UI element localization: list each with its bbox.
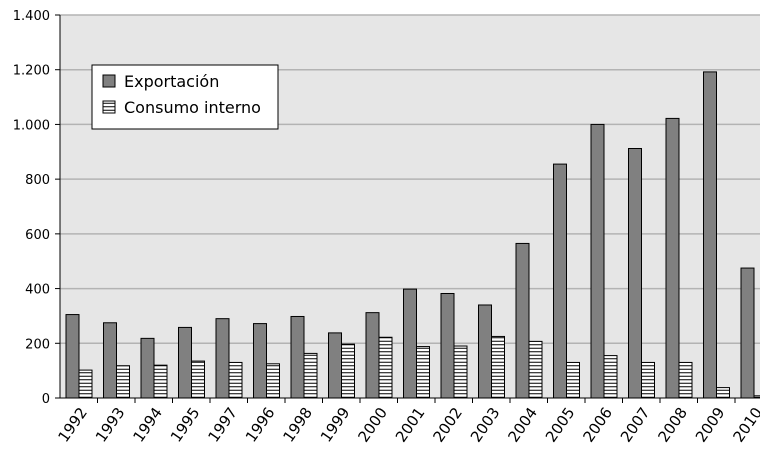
bar-consumo-interno	[641, 361, 655, 399]
bar-consumo-interno	[153, 364, 168, 399]
x-tick-label: 1998	[279, 404, 316, 446]
bar-consumo-interno	[753, 395, 760, 399]
x-tick-label: 2009	[692, 404, 729, 446]
y-tick-label: 600	[25, 228, 50, 243]
legend-swatch-consumo-interno	[102, 100, 116, 114]
bar-consumo-interno	[228, 361, 243, 399]
y-tick-label: 1.200	[13, 64, 50, 79]
bar-consumo-interno	[716, 387, 730, 399]
bar-exportacion	[103, 322, 117, 399]
x-tick-label: 2001	[392, 404, 429, 446]
bar-consumo-interno	[266, 363, 280, 399]
x-tick-label: 2000	[354, 404, 391, 446]
bar-exportacion	[740, 267, 755, 399]
y-tick-label: 0	[42, 392, 50, 407]
x-tick-label: 2007	[617, 404, 654, 446]
y-tick-label: 800	[25, 173, 50, 188]
x-tick-label: 1994	[129, 404, 166, 446]
bar-consumo-interno	[678, 361, 693, 399]
bar-consumo-interno	[528, 340, 543, 399]
bar-consumo-interno	[491, 335, 505, 399]
x-tick-label: 1995	[167, 404, 204, 446]
bar-consumo-interno	[341, 343, 355, 399]
bar-exportacion	[665, 117, 680, 399]
bar-exportacion	[178, 326, 192, 399]
legend: Exportación Consumo interno	[91, 64, 279, 130]
x-tick-label: 1992	[54, 404, 91, 446]
legend-box	[91, 64, 279, 130]
y-tick-label: 1.400	[13, 9, 50, 24]
y-tick-label: 400	[25, 283, 50, 298]
bar-consumo-interno	[191, 360, 205, 399]
legend-label-exportacion: Exportación	[124, 72, 219, 91]
bar-exportacion	[365, 312, 380, 399]
x-tick-label: 2008	[654, 404, 691, 446]
bar-exportacion	[403, 288, 417, 399]
y-axis: 0 200 400 600 800 1.000 1.200 1.400	[13, 9, 61, 407]
x-tick-label: 1997	[204, 404, 241, 446]
x-tick-label: 2002	[429, 404, 466, 446]
x-tick-label: 1999	[317, 404, 354, 446]
y-tick-label: 200	[25, 337, 50, 352]
bar-exportacion	[140, 337, 155, 399]
legend-label-consumo-interno: Consumo interno	[124, 98, 261, 117]
x-tick-label: 1993	[92, 404, 129, 446]
bar-exportacion	[628, 148, 642, 399]
bar-exportacion	[703, 71, 717, 399]
x-axis: 1992 1993 1994 1995 1997 1996 1998 1999 2000 2001…	[54, 397, 760, 446]
bar-exportacion	[478, 304, 492, 399]
x-tick-label: 1996	[242, 404, 279, 446]
bar-exportacion	[515, 242, 530, 399]
bar-exportacion	[440, 292, 455, 399]
bar-exportacion	[290, 315, 305, 399]
bar-exportacion	[553, 163, 567, 399]
x-tick-label: 2004	[504, 404, 541, 446]
bar-exportacion	[65, 314, 80, 399]
bar-exportacion	[328, 332, 342, 399]
x-tick-label: 2006	[579, 404, 616, 446]
bars	[65, 71, 760, 399]
bar-consumo-interno	[78, 369, 93, 399]
y-tick-label: 1.000	[13, 118, 50, 133]
bar-consumo-interno	[603, 355, 618, 399]
x-tick-label: 2005	[542, 404, 579, 446]
gridlines	[60, 14, 760, 345]
bar-exportacion	[590, 123, 605, 399]
x-tick-label: 2010	[729, 404, 760, 446]
x-tick-label: 2003	[467, 404, 504, 446]
bar-exportacion	[253, 323, 267, 399]
bar-consumo-interno	[453, 345, 468, 399]
bar-exportacion	[215, 318, 230, 399]
legend-swatch-exportacion	[102, 74, 116, 88]
bar-consumo-interno	[416, 346, 430, 399]
bar-consumo-interno	[378, 336, 393, 399]
bar-consumo-interno	[116, 365, 130, 399]
bar-consumo-interno	[303, 352, 318, 399]
bar-consumo-interno	[566, 361, 580, 399]
